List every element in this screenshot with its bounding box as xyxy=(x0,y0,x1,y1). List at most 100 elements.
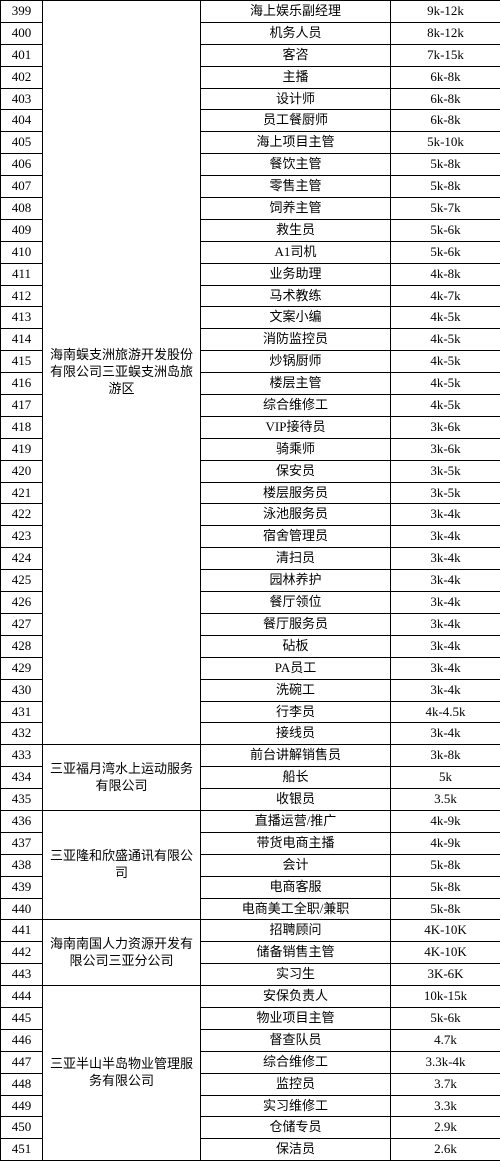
row-index: 444 xyxy=(1,986,43,1008)
row-index: 431 xyxy=(1,701,43,723)
position-cell: 宿舍管理员 xyxy=(201,526,391,548)
position-cell: 餐厅领位 xyxy=(201,592,391,614)
salary-cell: 6k-8k xyxy=(391,88,500,110)
position-cell: 业务助理 xyxy=(201,263,391,285)
position-cell: 海上项目主管 xyxy=(201,132,391,154)
position-cell: 招聘顾问 xyxy=(201,920,391,942)
salary-cell: 5k-7k xyxy=(391,198,500,220)
position-cell: 物业项目主管 xyxy=(201,1007,391,1029)
salary-cell: 4k-5k xyxy=(391,395,500,417)
table-row: 399海南蜈支洲旅游开发股份有限公司三亚蜈支洲岛旅游区海上娱乐副经理9k-12k xyxy=(1,1,500,23)
position-cell: 综合维修工 xyxy=(201,1051,391,1073)
position-cell: 饲养主管 xyxy=(201,198,391,220)
row-index: 440 xyxy=(1,898,43,920)
row-index: 403 xyxy=(1,88,43,110)
table-row: 444三亚半山半岛物业管理服务有限公司安保负责人10k-15k xyxy=(1,986,500,1008)
salary-cell: 3k-4k xyxy=(391,723,500,745)
position-cell: 保安员 xyxy=(201,460,391,482)
row-index: 407 xyxy=(1,176,43,198)
salary-cell: 3K-6K xyxy=(391,964,500,986)
position-cell: 直播运营/推广 xyxy=(201,810,391,832)
position-cell: 主播 xyxy=(201,66,391,88)
row-index: 415 xyxy=(1,351,43,373)
position-cell: 安保负责人 xyxy=(201,986,391,1008)
position-cell: 机务人员 xyxy=(201,22,391,44)
salary-cell: 3k-6k xyxy=(391,416,500,438)
position-cell: 园林养护 xyxy=(201,570,391,592)
row-index: 411 xyxy=(1,263,43,285)
company-cell: 海南南国人力资源开发有限公司三亚分公司 xyxy=(43,920,201,986)
row-index: 449 xyxy=(1,1095,43,1117)
salary-cell: 4.7k xyxy=(391,1029,500,1051)
salary-cell: 3k-4k xyxy=(391,504,500,526)
salary-cell: 9k-12k xyxy=(391,1,500,23)
table-row: 433三亚福月湾水上运动服务有限公司前台讲解销售员3k-8k xyxy=(1,745,500,767)
company-cell: 海南蜈支洲旅游开发股份有限公司三亚蜈支洲岛旅游区 xyxy=(43,1,201,745)
salary-cell: 5k-6k xyxy=(391,241,500,263)
salary-cell: 5k-8k xyxy=(391,876,500,898)
row-index: 421 xyxy=(1,482,43,504)
position-cell: A1司机 xyxy=(201,241,391,263)
position-cell: 炒锅厨师 xyxy=(201,351,391,373)
position-cell: 带货电商主播 xyxy=(201,832,391,854)
salary-cell: 4k-5k xyxy=(391,329,500,351)
company-cell: 三亚半山半岛物业管理服务有限公司 xyxy=(43,986,201,1161)
position-cell: VIP接待员 xyxy=(201,416,391,438)
position-cell: 楼层主管 xyxy=(201,373,391,395)
position-cell: 实习维修工 xyxy=(201,1095,391,1117)
position-cell: 砧板 xyxy=(201,635,391,657)
row-index: 412 xyxy=(1,285,43,307)
position-cell: 救生员 xyxy=(201,219,391,241)
row-index: 434 xyxy=(1,767,43,789)
salary-cell: 4K-10K xyxy=(391,920,500,942)
position-cell: 保洁员 xyxy=(201,1139,391,1161)
row-index: 448 xyxy=(1,1073,43,1095)
row-index: 429 xyxy=(1,657,43,679)
row-index: 408 xyxy=(1,198,43,220)
position-cell: 楼层服务员 xyxy=(201,482,391,504)
row-index: 404 xyxy=(1,110,43,132)
row-index: 426 xyxy=(1,592,43,614)
position-cell: 船长 xyxy=(201,767,391,789)
salary-cell: 3k-8k xyxy=(391,745,500,767)
row-index: 413 xyxy=(1,307,43,329)
position-cell: 督查队员 xyxy=(201,1029,391,1051)
position-cell: 泳池服务员 xyxy=(201,504,391,526)
row-index: 428 xyxy=(1,635,43,657)
salary-cell: 3k-5k xyxy=(391,482,500,504)
job-listing-table: 399海南蜈支洲旅游开发股份有限公司三亚蜈支洲岛旅游区海上娱乐副经理9k-12k… xyxy=(0,0,500,1161)
row-index: 433 xyxy=(1,745,43,767)
row-index: 436 xyxy=(1,810,43,832)
salary-cell: 3k-4k xyxy=(391,657,500,679)
salary-cell: 2.9k xyxy=(391,1117,500,1139)
position-cell: 实习生 xyxy=(201,964,391,986)
position-cell: 储备销售主管 xyxy=(201,942,391,964)
salary-cell: 4K-10K xyxy=(391,942,500,964)
salary-cell: 8k-12k xyxy=(391,22,500,44)
company-cell: 三亚隆和欣盛通讯有限公司 xyxy=(43,810,201,919)
salary-cell: 2.6k xyxy=(391,1139,500,1161)
salary-cell: 3k-4k xyxy=(391,635,500,657)
position-cell: 设计师 xyxy=(201,88,391,110)
table-row: 436三亚隆和欣盛通讯有限公司直播运营/推广4k-9k xyxy=(1,810,500,832)
row-index: 451 xyxy=(1,1139,43,1161)
salary-cell: 4k-8k xyxy=(391,263,500,285)
salary-cell: 6k-8k xyxy=(391,66,500,88)
position-cell: 员工餐厨师 xyxy=(201,110,391,132)
position-cell: 综合维修工 xyxy=(201,395,391,417)
position-cell: 餐厅服务员 xyxy=(201,613,391,635)
salary-cell: 3k-6k xyxy=(391,438,500,460)
row-index: 399 xyxy=(1,1,43,23)
salary-cell: 3k-4k xyxy=(391,570,500,592)
row-index: 424 xyxy=(1,548,43,570)
row-index: 442 xyxy=(1,942,43,964)
row-index: 437 xyxy=(1,832,43,854)
row-index: 425 xyxy=(1,570,43,592)
salary-cell: 3.5k xyxy=(391,789,500,811)
row-index: 406 xyxy=(1,154,43,176)
row-index: 445 xyxy=(1,1007,43,1029)
row-index: 432 xyxy=(1,723,43,745)
row-index: 402 xyxy=(1,66,43,88)
row-index: 400 xyxy=(1,22,43,44)
salary-cell: 3k-4k xyxy=(391,526,500,548)
